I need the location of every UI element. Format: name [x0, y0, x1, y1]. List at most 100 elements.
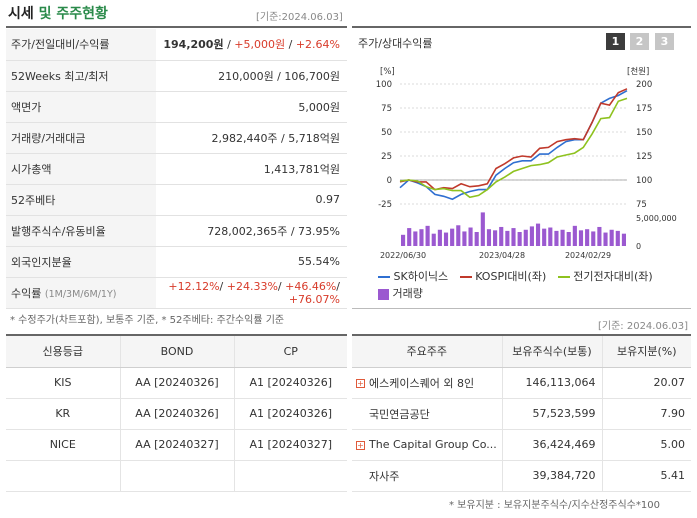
cp-rating: A1 [20240326] [233, 398, 347, 430]
major-holders-table: 주요주주 보유주식수(보통) 보유지분(%) + 에스케이스퀘어 외 8인 146… [352, 336, 691, 492]
col-header: 주요주주 [352, 336, 502, 368]
right-tick-label: 75 [636, 200, 647, 210]
volume-bar [578, 230, 584, 246]
volume-bar [517, 232, 522, 246]
volume-bar [407, 228, 412, 246]
volume-bar [450, 228, 455, 246]
expand-icon[interactable]: + [356, 440, 365, 450]
left-tick-label: 25 [381, 152, 392, 162]
period-button-3[interactable]: 3 [655, 33, 674, 50]
info-row: 시가총액 1,413,781억원 [6, 153, 347, 185]
x-tick-label: 2023/04/28 [479, 251, 525, 260]
info-label: 외국인지분율 [6, 246, 156, 278]
left-axis-unit: [%] [380, 67, 395, 77]
divider-rating [6, 334, 347, 336]
holder-shares: 57,523,599 [501, 398, 602, 430]
holder-name: 자사주 [352, 460, 502, 492]
volume-bar [480, 212, 485, 246]
holder-pct: 20.07 [601, 367, 691, 399]
legend-elec: 전기전자대비(좌) [573, 270, 653, 283]
legend-volume-swatch [378, 288, 389, 300]
cp-rating: A1 [20240327] [233, 429, 347, 461]
return-1y: +76.07% [288, 292, 340, 306]
col-header: 보유주식수(보통) [501, 336, 602, 368]
left-tick-label: -25 [378, 200, 392, 210]
info-row: 수익률 (1M/3M/6M/1Y) +12.12%/ +24.33%/ +46.… [6, 277, 347, 309]
info-value: 1,413,781억원 [156, 153, 347, 185]
info-row: 액면가 5,000원 [6, 91, 347, 123]
return-1m: +12.12% [168, 279, 220, 293]
x-tick-label: 2024/02/29 [565, 251, 611, 260]
info-label: 주가/전일대비/수익률 [6, 29, 156, 61]
info-value: +12.12%/ +24.33%/ +46.46%/ +76.07% [156, 277, 347, 309]
left-tick-label: 100 [376, 80, 392, 90]
volume-bar [437, 229, 442, 246]
volume-bar [529, 226, 534, 246]
info-label: 액면가 [6, 91, 156, 123]
volume-bar [505, 230, 510, 246]
holder-shares: 39,384,720 [501, 460, 602, 492]
table-row: NICE AA [20240327] A1 [20240327] [6, 429, 347, 461]
holder-pct: 5.41 [601, 460, 691, 492]
legend-sk: SK하이닉스 [393, 270, 449, 283]
holder-pct: 7.90 [601, 398, 691, 430]
info-label: 52Weeks 최고/최저 [6, 60, 156, 92]
return-label: 수익률 [11, 286, 42, 300]
kospi-relative-line [399, 88, 628, 191]
holder-name: 국민연금공단 [352, 398, 502, 430]
table-row-empty [6, 460, 347, 492]
legend-elec-swatch [557, 276, 570, 278]
cp-rating: A1 [20240326] [233, 367, 347, 399]
holder-shares: 146,113,064 [501, 367, 602, 399]
period-button-1[interactable]: 1 [606, 33, 625, 50]
volume-tick-label: 0 [636, 242, 641, 251]
volume-bar [560, 229, 565, 246]
divider-holders [352, 334, 691, 336]
volume-bar [462, 231, 467, 246]
bond-rating: AA [20240326] [119, 398, 234, 430]
info-label: 52주베타 [6, 184, 156, 216]
period-button-2[interactable]: 2 [630, 33, 649, 50]
right-tick-label: 200 [636, 80, 652, 90]
chart-legend: SK하이닉스 KOSPI대비(좌) 전기전자대비(좌) [378, 268, 688, 284]
holder-name[interactable]: + The Capital Group Co... [352, 429, 502, 461]
holder-name-text: The Capital Group Co... [369, 438, 497, 451]
return-6m: +46.46% [285, 279, 337, 293]
col-header: 보유지분(%) [601, 336, 691, 368]
volume-bar [548, 227, 553, 246]
volume-bar [523, 229, 528, 246]
volume-bar [511, 228, 516, 246]
info-value: 210,000원 / 106,700원 [156, 60, 347, 92]
expand-icon[interactable]: + [356, 379, 365, 388]
holder-name[interactable]: + 에스케이스퀘어 외 8인 [352, 367, 502, 399]
right-tick-label: 175 [636, 104, 652, 114]
info-row: 거래량/거래대금 2,982,440주 / 5,718억원 [6, 122, 347, 154]
title-part2: 및 주주현황 [33, 6, 108, 22]
volume-bar [609, 229, 614, 246]
volume-bar [486, 229, 492, 246]
info-label: 발행주식수/유동비율 [6, 215, 156, 247]
price-change: +5,000원 [234, 38, 286, 52]
agency: KR [6, 398, 120, 430]
volume-bar [499, 226, 504, 246]
info-value: 2,982,440주 / 5,718억원 [156, 122, 347, 154]
base-date-top: [기준:2024.06.03] [256, 12, 343, 23]
volume-bar [542, 228, 547, 246]
col-header: BOND [119, 336, 234, 368]
table-row: + The Capital Group Co... 36,424,469 5.00 [352, 429, 691, 461]
info-label: 시가총액 [6, 153, 156, 185]
price-rate: +2.64% [295, 38, 340, 52]
divider-left [6, 26, 347, 28]
volume-tick-label: 5,000,000 [636, 214, 677, 223]
right-tick-label: 125 [636, 152, 652, 162]
left-tick-label: 50 [381, 128, 392, 138]
x-tick-label: 2022/06/30 [380, 251, 426, 260]
volume-bar [535, 223, 541, 246]
left-tick-label: 0 [387, 176, 392, 186]
right-tick-label: 100 [636, 176, 652, 186]
legend-kospi: KOSPI대비(좌) [475, 270, 547, 283]
volume-bar [621, 233, 626, 246]
volume-bar [413, 231, 418, 246]
volume-bar [554, 230, 559, 246]
chart-title: 주가/상대수익률 [358, 37, 433, 50]
